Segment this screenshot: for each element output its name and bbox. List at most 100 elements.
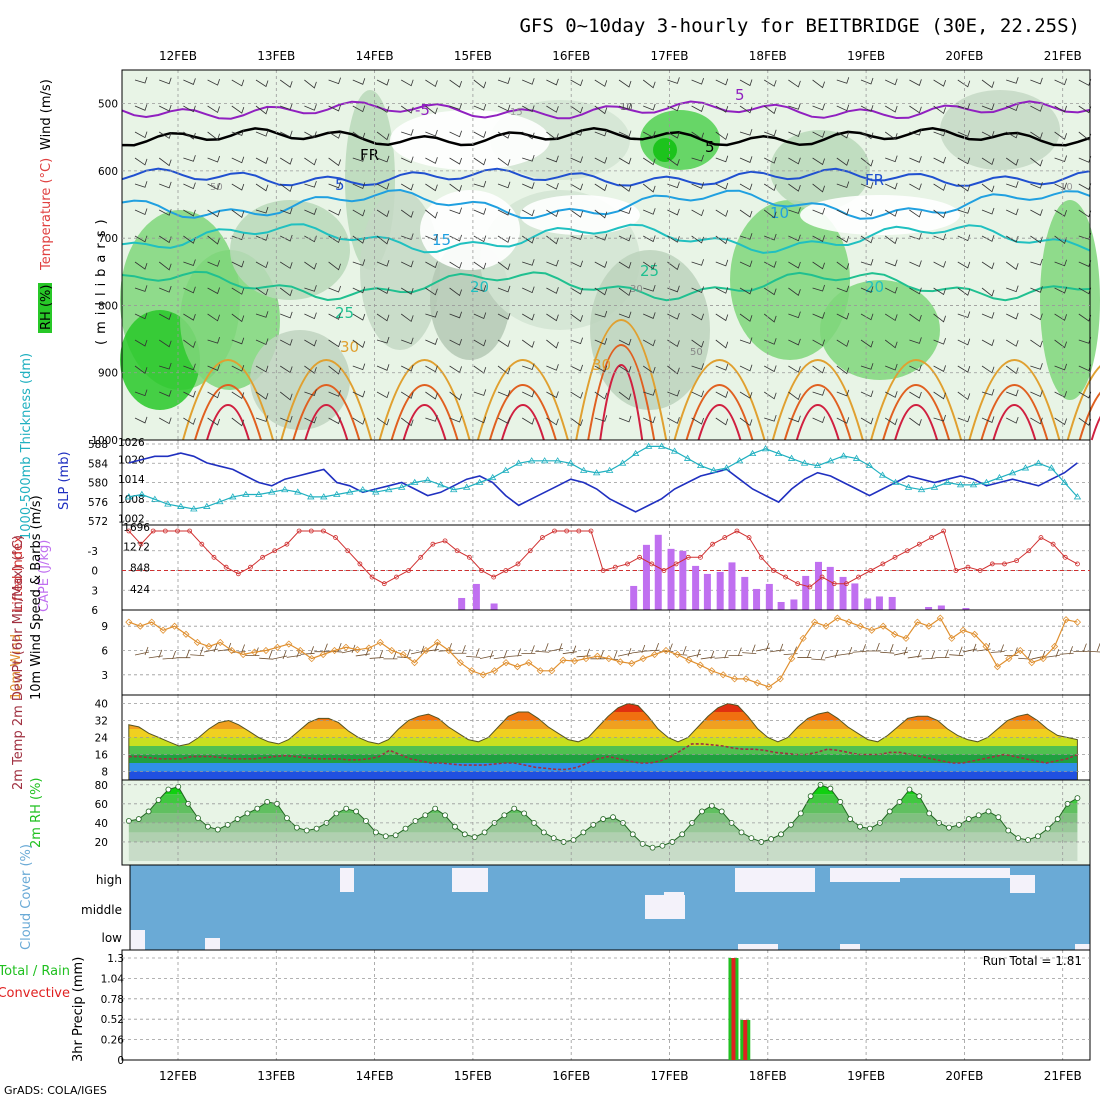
- wind-barb: [1005, 157, 1019, 166]
- rh-point: [926, 810, 933, 817]
- thickness-point: [553, 457, 562, 464]
- wind-barb: [535, 643, 550, 653]
- wind-barb: [618, 79, 632, 88]
- warm-contour: [992, 404, 1037, 441]
- rh-point: [392, 832, 399, 839]
- wind-barb: [836, 312, 850, 320]
- dry-area: [390, 110, 550, 170]
- wind-barb: [280, 311, 293, 319]
- cape-bar: [716, 571, 724, 610]
- wind-barb: [933, 209, 946, 219]
- wind-barb: [207, 105, 220, 114]
- wind-barb: [1005, 365, 1019, 375]
- wind-barb: [497, 181, 511, 189]
- wind-speed-point: [193, 638, 201, 646]
- wind-barb: [691, 209, 704, 217]
- wind-barb: [618, 365, 632, 373]
- wind-barb: [594, 129, 608, 137]
- wind-barb: [449, 391, 462, 401]
- wind-barb: [860, 131, 874, 140]
- wind-barb: [1054, 235, 1067, 245]
- lifted-index-point: [394, 574, 399, 580]
- wind-barb: [183, 105, 196, 113]
- wind-barb: [981, 103, 995, 111]
- rh-point: [481, 829, 488, 836]
- wind-barb: [280, 207, 293, 215]
- wind-barb: [643, 103, 656, 111]
- date-label-bottom: 20FEB: [945, 1069, 983, 1083]
- cape-bar: [925, 606, 933, 610]
- lifted-index-point: [381, 581, 387, 587]
- wind-barb: [449, 79, 462, 88]
- wind-barb: [522, 154, 535, 162]
- wind-barb: [134, 261, 148, 270]
- wind-barb: [497, 104, 511, 112]
- contour-label: 25: [640, 262, 659, 280]
- lifted-index-tick-label: 3: [91, 585, 98, 597]
- axis-label-temperature: Temperature (°C): [39, 158, 54, 271]
- wind-barb: [570, 183, 583, 191]
- lifted-index-point: [831, 581, 837, 587]
- wind-barb: [739, 79, 753, 87]
- wind-barb: [715, 313, 729, 322]
- warm-contour: [182, 359, 274, 441]
- wind-barb: [207, 131, 220, 141]
- wind-speed-point: [445, 646, 453, 655]
- wind-barb: [280, 234, 293, 242]
- temp2m-panel: 8 16 24 32 40 2m Temp 2m DewPt (6hr Min/Max) …: [11, 535, 1091, 790]
- axis-label-cape: CAPE (J/kg): [37, 540, 52, 612]
- wind-barb: [860, 258, 874, 266]
- wind-barb: [957, 207, 971, 214]
- lifted-index-point: [479, 568, 484, 573]
- dry-area: [520, 195, 640, 235]
- wind-speed-point: [376, 638, 384, 646]
- thickness-point: [1073, 493, 1082, 500]
- wind-barb: [860, 182, 874, 189]
- rh-legend-swatch: [38, 283, 52, 333]
- wind-barb: [715, 339, 729, 349]
- wind-barb: [909, 233, 922, 240]
- thickness-point: [411, 478, 419, 485]
- wind-barb: [570, 364, 583, 372]
- wind-barb: [594, 365, 608, 373]
- wind-barb: [739, 183, 753, 191]
- wind-barb: [473, 180, 487, 188]
- rh-point: [145, 808, 152, 815]
- lifted-index-point: [1062, 554, 1068, 560]
- wind-barb: [860, 235, 874, 244]
- rh-point: [284, 815, 290, 822]
- slp-tick-label: 1002: [118, 513, 145, 525]
- date-label-top: 16FEB: [552, 49, 590, 63]
- wind-barb: [352, 209, 366, 217]
- wind-barb: [1030, 209, 1043, 216]
- rh-tick-label: 60: [95, 799, 108, 811]
- wind-barb: [788, 79, 801, 88]
- contour-label: 20: [470, 278, 489, 296]
- wind-barb: [860, 209, 874, 217]
- wind-barb: [304, 157, 317, 166]
- thickness-point: [852, 454, 861, 461]
- axis-label-temp: 2m Temp 2m DewPt (6hr Min/Max) (°C): [11, 535, 26, 790]
- contour-label: 20: [865, 278, 884, 296]
- wind-barb: [134, 181, 148, 188]
- warm-contour: [402, 404, 447, 441]
- wind-barb: [304, 131, 317, 139]
- wind-barb: [401, 156, 414, 164]
- warm-contour: [783, 384, 852, 441]
- wind-barb: [594, 157, 608, 164]
- wind-barb: [1030, 363, 1043, 370]
- lifted-index-point: [345, 548, 351, 554]
- precip-tick-label: 1.3: [107, 953, 124, 965]
- lifted-index-point: [795, 581, 801, 587]
- wind-barb: [376, 155, 390, 163]
- wind-barb: [618, 130, 632, 138]
- thickness-tick-label: 572: [88, 516, 108, 528]
- warm-contour: [1066, 365, 1100, 441]
- wind-barb: [352, 390, 366, 398]
- wind-barb: [231, 129, 245, 136]
- wind-speed-point: [388, 646, 396, 655]
- thickness-point: [151, 495, 159, 502]
- wind-barb: [546, 339, 559, 349]
- wind-barb: [376, 417, 390, 426]
- wind-barb: [231, 79, 245, 87]
